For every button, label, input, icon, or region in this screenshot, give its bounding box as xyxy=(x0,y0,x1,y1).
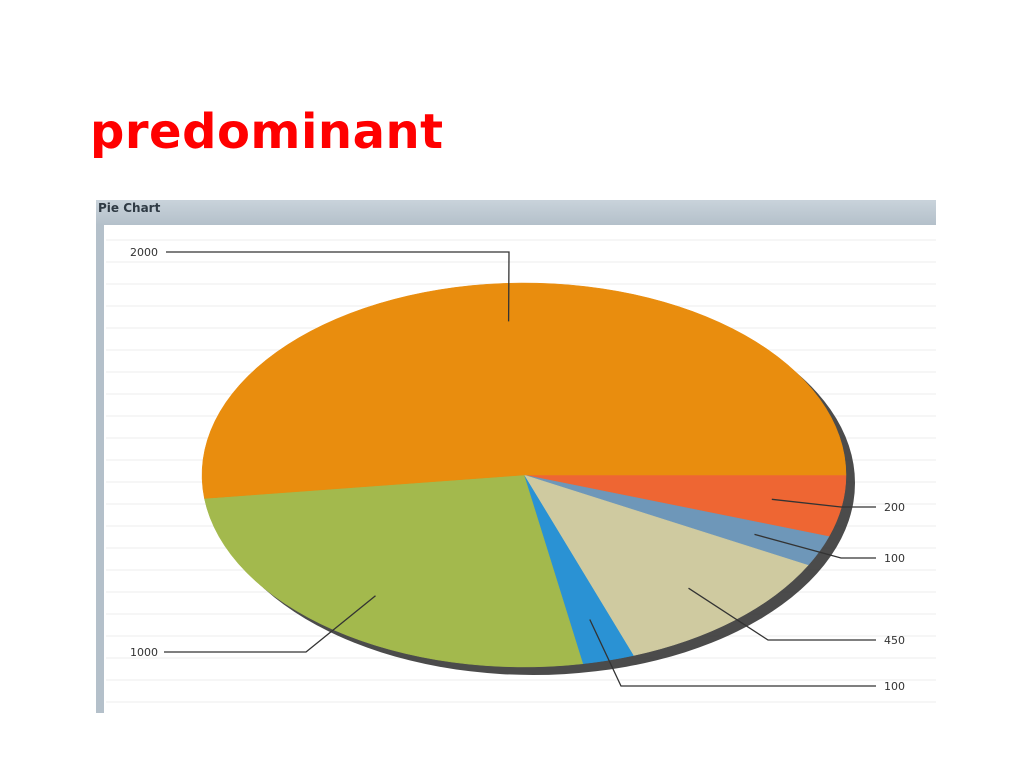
leader-line xyxy=(754,533,876,559)
data-label: 450 xyxy=(884,634,905,647)
data-label: 2000 xyxy=(130,246,158,259)
panel-title: Pie Chart xyxy=(98,201,161,215)
data-label: 200 xyxy=(884,501,905,514)
leader-line xyxy=(771,498,876,508)
pie-chart: 200 100 450 100 1000 2000 xyxy=(106,239,936,703)
panel-header: Pie Chart xyxy=(96,200,936,225)
data-label: 100 xyxy=(884,552,905,565)
leader-line xyxy=(166,251,510,322)
slide-title: predominant xyxy=(90,104,444,160)
data-label: 1000 xyxy=(130,646,158,659)
pie-slice xyxy=(204,474,584,668)
leader-line xyxy=(589,619,876,687)
panel-left-border xyxy=(96,225,104,713)
leader-line xyxy=(688,587,876,641)
chart-panel: Pie Chart 200 100 450 100 1000 2000 xyxy=(96,200,936,713)
pie-slice xyxy=(201,282,847,499)
leader-line xyxy=(164,595,376,653)
pie-slice xyxy=(523,474,809,656)
data-label: 100 xyxy=(884,680,905,693)
